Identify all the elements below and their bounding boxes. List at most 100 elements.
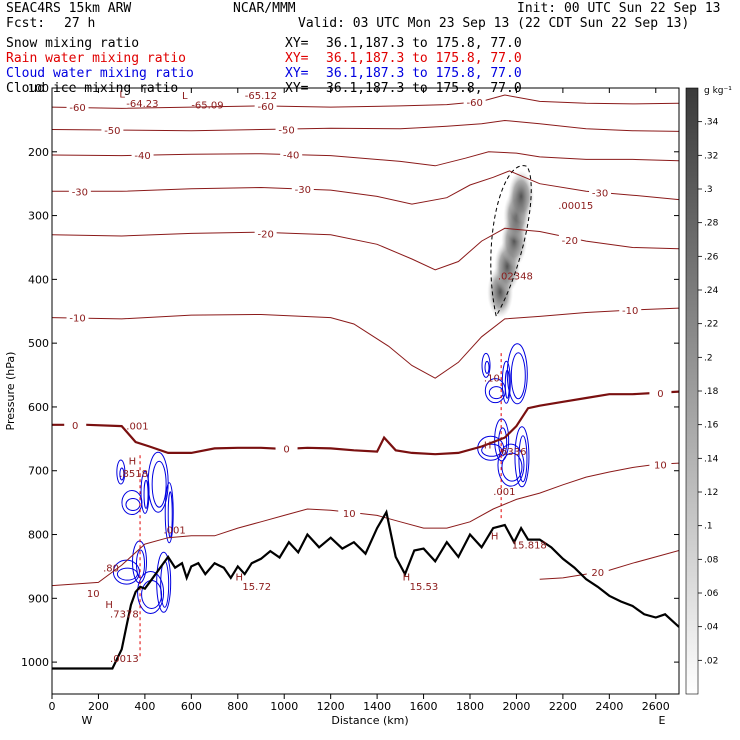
y-tick-label: 700 [28, 465, 49, 478]
model-title: SEAC4RS 15km ARW [6, 1, 132, 16]
y-tick-label: 300 [28, 210, 49, 223]
isotherm: -40 -40 [52, 148, 679, 167]
cloud-water-contour [116, 459, 126, 485]
isotherm-label-mask [275, 442, 298, 455]
plot-annotation: L [182, 91, 188, 102]
snow-shade-blob [508, 170, 535, 223]
field-max-label: .02348 [498, 271, 533, 282]
cloud-water-region [112, 451, 174, 659]
isotherm-label-mask [649, 458, 672, 471]
colorbar-tick-label: .02 [704, 656, 718, 666]
isotherm-label-mask [463, 96, 486, 109]
colorbar-tick-label: .2 [704, 353, 713, 363]
isotherm-label: 10 [343, 509, 356, 520]
snow-shading [487, 170, 535, 319]
colorbar-tick-label: .26 [704, 252, 719, 262]
y-tick-label: 800 [28, 529, 49, 542]
xy-value-cloud: 36.1,187.3 to 175.8, 77.0 [326, 66, 522, 81]
isotherm-label-mask [254, 227, 277, 240]
forecast-label: Fcst: [6, 16, 46, 31]
isotherm: -30 -30 -30 [52, 170, 679, 205]
plot-annotation: H [484, 440, 492, 451]
xy-prefix-snow: XY= [285, 36, 309, 51]
cloud-water-contour [140, 470, 150, 514]
colorbar-tick-label: .24 [704, 286, 719, 296]
isotherm-label-mask [619, 303, 642, 316]
isotherm-label: 0 [657, 389, 663, 400]
isotherm-label: -20 [257, 229, 273, 240]
xy-prefix-cloud: XY= [285, 66, 309, 81]
isotherm-label-mask [589, 186, 612, 199]
isotherm-line [52, 390, 679, 456]
plot-annotation: -65.12 [245, 91, 277, 102]
isotherm-label: -20 [562, 236, 578, 247]
y-tick-label: 200 [28, 146, 49, 159]
isotherm-label-mask [254, 99, 277, 112]
plot-annotation: H [403, 572, 411, 583]
organization: NCAR/MMM [233, 1, 296, 16]
terrain-line [52, 509, 679, 670]
cloud-water-contour [116, 567, 138, 581]
isotherm-label-mask [586, 566, 609, 579]
isotherm-label-mask [649, 386, 672, 399]
isotherm-line [52, 94, 679, 109]
cloud-water-contour [164, 482, 174, 544]
isotherm-line [52, 170, 679, 205]
plot-annotation: 15.818 [512, 541, 547, 552]
isotherm-label-mask [64, 418, 87, 431]
west-endpoint-label: W [82, 714, 93, 727]
x-tick-label: 0 [49, 700, 56, 713]
isotherm-line [52, 462, 679, 587]
cloud-water-contour [484, 378, 506, 404]
isotherm: -20 -20 [52, 227, 679, 271]
isotherm-line [52, 307, 679, 379]
plot-header: SEAC4RS 15km ARW NCAR/MMM Init: 00 UTC S… [0, 0, 740, 96]
colorbar-unit: g kg⁻¹ [704, 86, 732, 96]
cloud-water-contour [137, 570, 165, 614]
plot-annotation: -65.09 [191, 100, 223, 111]
cloud-water-contour [518, 435, 528, 483]
plot-annotation: H [129, 456, 137, 467]
isotherm-label: -30 [295, 185, 311, 196]
isotherm-label: -10 [69, 314, 85, 325]
colorbar-tick-label: .32 [704, 151, 718, 161]
x-tick-label: 1200 [317, 700, 345, 713]
plot-annotation: H [105, 600, 113, 611]
isotherm: 10 10 [52, 458, 679, 587]
plot-annotation: 10 [87, 589, 100, 600]
colorbar-tick-label: .34 [704, 118, 719, 128]
colorbar-tick-label: .06 [704, 589, 719, 599]
isotherm-label-mask [558, 233, 581, 246]
isotherm: 20 [539, 550, 679, 580]
x-axis-label: Distance (km) [331, 714, 408, 727]
x-tick-label: 1600 [410, 700, 438, 713]
cloud-ice-contour [490, 165, 532, 318]
plot-annotation: H [491, 532, 499, 543]
plot-annotation: .7378 [110, 609, 139, 620]
cloud-water-contour [160, 560, 170, 608]
isotherm-label: -40 [283, 150, 299, 161]
cloud-water-contour [143, 479, 149, 509]
isotherm-label: 10 [654, 460, 667, 471]
isotherm-label: -40 [134, 151, 150, 162]
x-tick-label: 1400 [363, 700, 391, 713]
isotherm-label-mask [131, 148, 154, 161]
colorbar [685, 87, 699, 695]
plot-annotation: .001 [163, 525, 185, 536]
isotherm-label: 0 [72, 421, 78, 432]
colorbar-tick-label: .1 [704, 522, 713, 532]
xy-value-snow: 36.1,187.3 to 175.8, 77.0 [326, 36, 522, 51]
field-max-label: .6336 [498, 447, 527, 458]
cloud-water-contour [498, 427, 508, 457]
y-tick-label: 400 [28, 273, 49, 286]
xy-prefix-rain: XY= [285, 51, 309, 66]
x-tick-label: 2600 [642, 700, 670, 713]
axes: 0 200 400 600 800 1000 1200 1400 1600 1800 2000 220… [21, 82, 679, 713]
plot-annotation: 15.72 [242, 582, 271, 593]
isotherm-label: -10 [622, 306, 638, 317]
init-time: Init: 00 UTC Sun 22 Sep 13 [517, 1, 721, 16]
isotherm-label-mask [68, 185, 91, 198]
x-tick-label: 1800 [456, 700, 484, 713]
cloud-water-contour [121, 490, 143, 516]
